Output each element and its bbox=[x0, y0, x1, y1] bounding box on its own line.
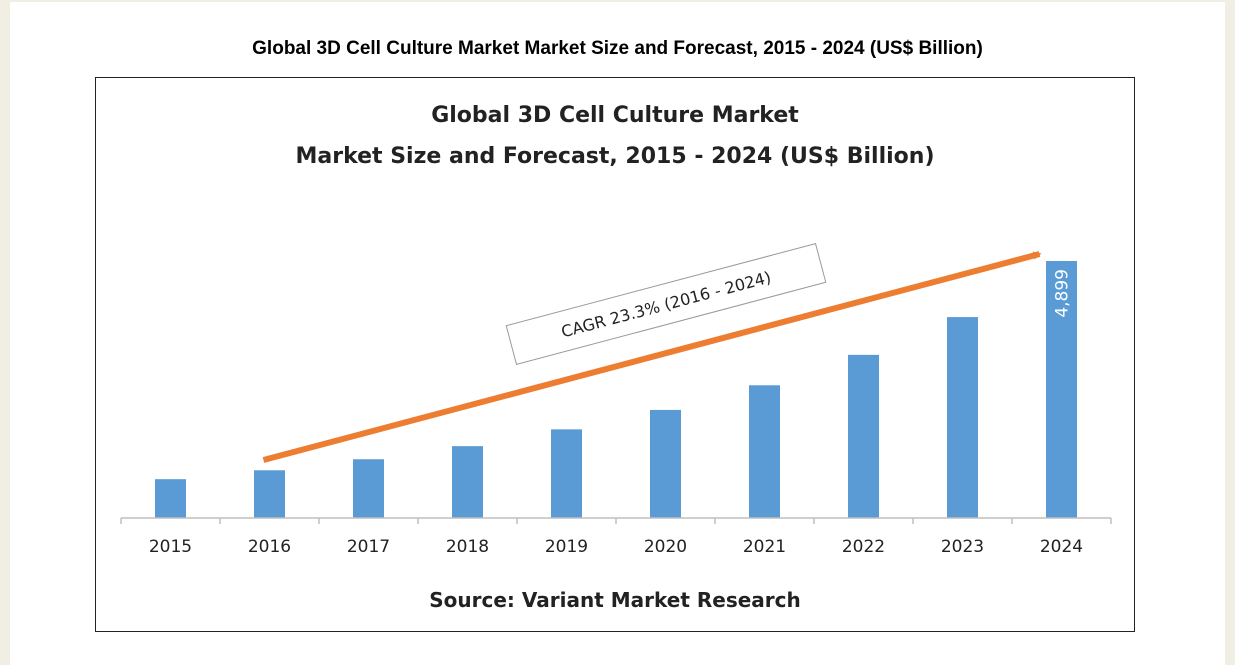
chart-figure: Global 3D Cell Culture Market Market Siz… bbox=[95, 77, 1135, 632]
chart-title-line-1: Global 3D Cell Culture Market bbox=[431, 103, 799, 128]
bar-2015 bbox=[155, 479, 186, 518]
chart-source: Source: Variant Market Research bbox=[429, 588, 801, 612]
x-tick-label-2016: 2016 bbox=[248, 537, 291, 557]
bar-2023 bbox=[947, 317, 978, 518]
data-label-2024: 4,899 bbox=[1053, 269, 1073, 318]
x-tick-label-2018: 2018 bbox=[446, 537, 489, 557]
x-tick-label-2021: 2021 bbox=[743, 537, 786, 557]
chart-title-line-2: Market Size and Forecast, 2015 - 2024 (U… bbox=[295, 144, 935, 169]
x-tick-label-2015: 2015 bbox=[149, 537, 192, 557]
bar-2022 bbox=[848, 354, 879, 518]
bar-2018 bbox=[452, 446, 483, 518]
bar-2019 bbox=[551, 429, 582, 518]
x-tick-label-2020: 2020 bbox=[644, 537, 687, 557]
bar-2016 bbox=[254, 470, 285, 518]
x-tick-label-2024: 2024 bbox=[1040, 537, 1083, 557]
bar-2017 bbox=[353, 459, 384, 518]
cagr-trend-arrow bbox=[262, 251, 1042, 463]
bar-2020 bbox=[650, 409, 681, 518]
x-tick-label-2019: 2019 bbox=[545, 537, 588, 557]
bar-chart: 2015 2016 2017 2018 2019 2020 2021 2022 2023 2024… bbox=[120, 242, 1112, 557]
bar-2021 bbox=[749, 385, 780, 518]
cagr-annotation-box bbox=[505, 242, 827, 366]
bar-2024 bbox=[1046, 261, 1077, 518]
x-tick-label-2022: 2022 bbox=[842, 537, 885, 557]
x-tick-label-2017: 2017 bbox=[347, 537, 390, 557]
cagr-annotation: CAGR 23.3% (2016 - 2024) bbox=[505, 242, 827, 366]
x-tick-label-2023: 2023 bbox=[941, 537, 984, 557]
page-caption: Global 3D Cell Culture Market Market Siz… bbox=[252, 38, 983, 59]
